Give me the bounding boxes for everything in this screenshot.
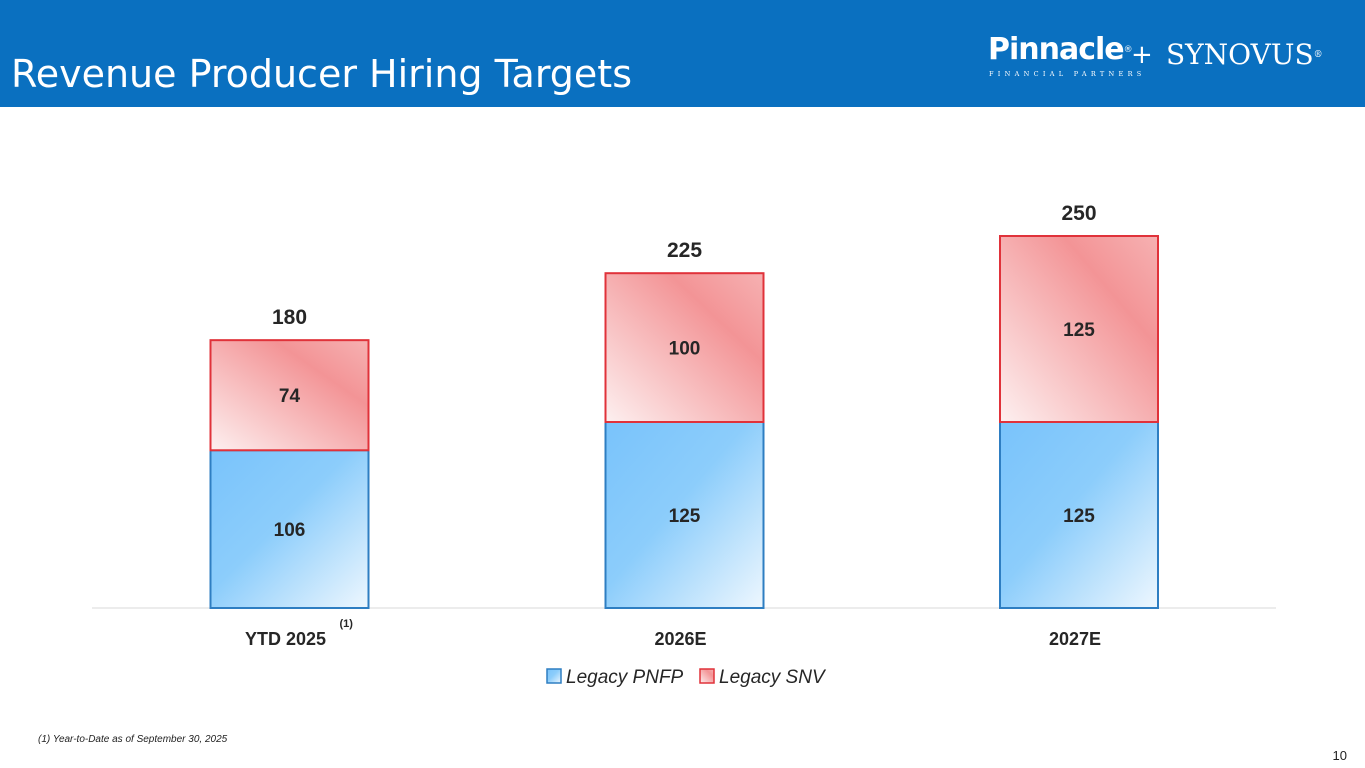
company-logos: Pinnacle® FINANCIAL PARTNERS + SYNOVUS® [988, 34, 1328, 90]
total-label-0: 180 [272, 306, 307, 329]
synovus-logo: SYNOVUS® [1166, 40, 1323, 70]
bar-pnfp-2 [999, 421, 1159, 609]
x-tick-label-1: 2026E [654, 629, 706, 649]
synovus-registered-mark: ® [1313, 50, 1323, 60]
bar-snv-0 [209, 339, 370, 452]
bars-group [209, 235, 1159, 609]
data-label-snv-0: 74 [279, 386, 301, 407]
x-tick-label-0: YTD 2025 [245, 629, 326, 649]
data-label-pnfp-1: 125 [669, 506, 701, 527]
pinnacle-logo-text: Pinnacle [988, 32, 1125, 67]
legend-swatch-snv [699, 668, 715, 684]
bar-snv-1 [604, 272, 765, 424]
footnote: (1) Year-to-Date as of September 30, 202… [38, 734, 228, 745]
data-label-pnfp-2: 125 [1063, 506, 1095, 527]
bar-pnfp-1 [604, 421, 765, 609]
legend-label-snv: Legacy SNV [719, 667, 827, 688]
x-tick-label-2: 2027E [1049, 629, 1101, 649]
page-title: Revenue Producer Hiring Targets [11, 52, 632, 96]
labels-group: 106 74 180 YTD 2025 (1) 125 100 225 2026E 125 125 2… [245, 202, 1101, 649]
pinnacle-registered-mark: ® [1123, 45, 1133, 55]
page-number: 10 [1332, 748, 1347, 763]
bar-pnfp-0 [209, 449, 370, 609]
bar-snv-2 [999, 235, 1159, 423]
data-label-snv-2: 125 [1063, 320, 1095, 341]
legend-label-pnfp: Legacy PNFP [566, 667, 684, 688]
synovus-logo-text: SYNOVUS [1166, 38, 1314, 71]
data-label-pnfp-0: 106 [274, 520, 306, 541]
x-tick-superscript-0: (1) [340, 618, 354, 630]
data-label-snv-1: 100 [669, 339, 701, 360]
logo-plus: + [1131, 40, 1153, 70]
pinnacle-logo: Pinnacle® [988, 32, 1133, 67]
total-label-1: 225 [667, 239, 702, 262]
total-label-2: 250 [1061, 202, 1096, 225]
pinnacle-logo-subtitle: FINANCIAL PARTNERS [989, 70, 1146, 78]
legend: Legacy PNFP Legacy SNV [546, 667, 827, 688]
header-bar: Revenue Producer Hiring Targets Pinnacle… [0, 0, 1365, 107]
legend-swatch-pnfp [546, 668, 562, 684]
